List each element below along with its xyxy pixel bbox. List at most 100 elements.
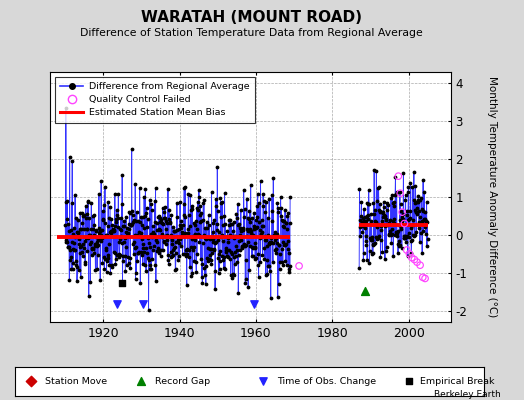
Point	[421, 275, 429, 282]
Point	[83, 225, 92, 232]
Point	[195, 194, 203, 200]
Point	[173, 237, 182, 244]
Point	[132, 276, 140, 282]
Point	[238, 244, 247, 250]
Text: Time of Obs. Change: Time of Obs. Change	[277, 376, 376, 386]
Point	[176, 199, 184, 205]
Text: Station Move: Station Move	[45, 376, 107, 386]
Point	[183, 251, 192, 257]
Point	[388, 217, 397, 224]
Point	[157, 246, 165, 253]
Point	[369, 242, 377, 248]
Point	[381, 212, 389, 219]
Point	[258, 252, 267, 258]
Point	[359, 257, 367, 264]
Point	[257, 217, 266, 224]
Point	[194, 232, 203, 238]
Point	[366, 234, 374, 241]
Point	[180, 212, 188, 218]
Point	[125, 221, 133, 227]
Point	[275, 241, 283, 248]
Point	[154, 247, 162, 253]
Point	[188, 236, 196, 242]
Point	[214, 270, 223, 276]
Point	[269, 175, 278, 182]
Point	[139, 248, 148, 255]
Point	[107, 228, 115, 234]
Point	[90, 250, 99, 256]
Point	[275, 242, 283, 248]
Point	[105, 215, 113, 222]
Point	[149, 229, 157, 236]
Point	[62, 105, 70, 111]
Point	[199, 240, 207, 246]
Point	[118, 279, 127, 286]
Point	[118, 172, 126, 178]
Point	[201, 235, 209, 241]
Point	[420, 216, 428, 223]
Point	[120, 223, 128, 229]
Point	[365, 248, 374, 254]
Point	[224, 254, 233, 260]
Point	[161, 233, 170, 240]
Point	[182, 252, 190, 258]
Point	[393, 232, 401, 239]
Point	[146, 196, 154, 203]
Point	[84, 199, 92, 205]
Point	[173, 214, 181, 220]
Point	[405, 184, 413, 190]
Point	[391, 229, 400, 236]
Point	[62, 239, 71, 245]
Point	[144, 255, 152, 261]
Point	[388, 231, 396, 237]
Point	[400, 220, 409, 227]
Text: Berkeley Earth: Berkeley Earth	[434, 390, 500, 399]
Point	[78, 210, 86, 216]
Point	[271, 246, 280, 252]
Point	[82, 203, 90, 209]
Point	[403, 233, 411, 239]
Point	[358, 218, 366, 225]
Point	[165, 216, 173, 222]
Point	[252, 225, 260, 231]
Point	[239, 227, 247, 233]
Point	[61, 222, 69, 229]
Point	[239, 186, 248, 193]
Point	[112, 256, 121, 262]
Point	[232, 242, 240, 249]
Point	[283, 238, 292, 244]
Point	[227, 221, 235, 228]
Point	[247, 230, 255, 236]
Point	[279, 217, 287, 224]
Point	[184, 226, 192, 232]
Point	[384, 221, 392, 227]
Point	[361, 214, 369, 221]
Point	[129, 219, 137, 225]
Point	[71, 258, 80, 264]
Point	[212, 220, 221, 227]
Point	[209, 220, 217, 226]
Point	[134, 218, 142, 224]
Point	[226, 272, 235, 278]
Point	[422, 199, 431, 206]
Point	[366, 211, 375, 217]
Point	[85, 215, 93, 221]
Point	[398, 245, 406, 251]
Point	[280, 242, 289, 248]
Point	[203, 218, 211, 225]
Point	[146, 244, 155, 250]
Point	[389, 216, 398, 222]
Point	[124, 232, 133, 239]
Point	[413, 259, 421, 265]
Point	[69, 246, 77, 252]
Point	[77, 242, 85, 249]
Point	[237, 207, 245, 214]
Point	[232, 211, 241, 217]
Point	[202, 280, 210, 287]
Point	[359, 250, 368, 256]
Point	[373, 224, 381, 230]
Legend: Difference from Regional Average, Quality Control Failed, Estimated Station Mean: Difference from Regional Average, Qualit…	[54, 77, 255, 123]
Point	[124, 260, 133, 266]
Point	[240, 214, 248, 220]
Point	[399, 170, 408, 177]
